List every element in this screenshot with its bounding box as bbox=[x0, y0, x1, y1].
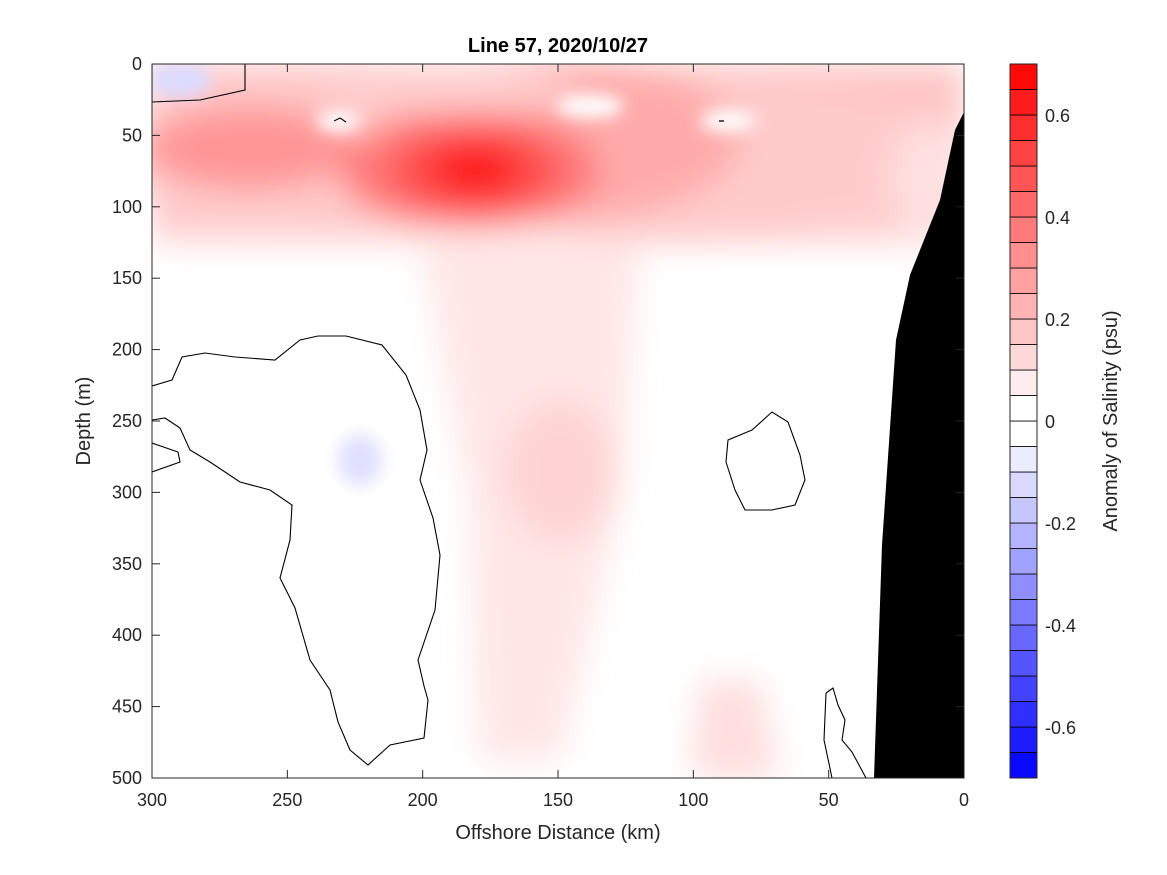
colorbar-tick-label: 0.4 bbox=[1045, 208, 1070, 228]
zero-contour bbox=[725, 411, 806, 511]
y-tick-label: 150 bbox=[112, 268, 142, 288]
colorbar-segment bbox=[1009, 726, 1038, 753]
local-minimum-patch bbox=[556, 94, 624, 118]
zero-contour bbox=[333, 117, 347, 123]
colorbar-ticks: 0.6 0.4 0.2 0 -0.2 -0.4 -0.6 bbox=[1045, 106, 1076, 738]
colorbar-segment bbox=[1009, 624, 1038, 651]
colorbar-segment bbox=[1009, 420, 1038, 447]
y-tick-label: 500 bbox=[112, 768, 142, 788]
colorbar-tick-label: -0.2 bbox=[1045, 514, 1076, 534]
colorbar-segment bbox=[1009, 446, 1038, 473]
x-tick-label: 150 bbox=[543, 790, 573, 810]
x-axis: 300 250 200 150 100 50 0 bbox=[137, 64, 969, 810]
x-axis-label: Offshore Distance (km) bbox=[455, 822, 660, 844]
colorbar-segment bbox=[1009, 752, 1038, 779]
anomaly-field bbox=[152, 64, 964, 778]
x-tick-label: 300 bbox=[137, 790, 167, 810]
colorbar-segment bbox=[1009, 548, 1038, 575]
colorbar-segment bbox=[1009, 293, 1038, 320]
y-axis-label: Depth (m) bbox=[73, 377, 95, 466]
colorbar-segment bbox=[1009, 63, 1038, 90]
colorbar-frame bbox=[1009, 63, 1038, 779]
colorbar-tick-label: 0.2 bbox=[1045, 310, 1070, 330]
colorbar-segment bbox=[1009, 242, 1038, 269]
local-minimum-patch bbox=[700, 110, 756, 132]
colorbar-segment bbox=[1009, 114, 1038, 141]
y-tick-label: 450 bbox=[112, 697, 142, 717]
colorbar-tick-label: -0.6 bbox=[1045, 718, 1076, 738]
y-tick-label: 100 bbox=[112, 197, 142, 217]
colorbar-segment bbox=[1009, 675, 1038, 702]
colorbar-segment bbox=[1009, 140, 1038, 167]
x-tick-label: 50 bbox=[819, 790, 839, 810]
colorbar-segment bbox=[1009, 165, 1038, 192]
zero-contour bbox=[152, 335, 441, 766]
y-tick-label: 300 bbox=[112, 482, 142, 502]
colorbar-segment bbox=[1009, 650, 1038, 677]
colorbar-tick-label: 0.6 bbox=[1045, 106, 1070, 126]
colorbar-segment bbox=[1009, 89, 1038, 116]
colorbar-tick-label: 0 bbox=[1045, 412, 1055, 432]
y-tick-label: 250 bbox=[112, 411, 142, 431]
colorbar-segment bbox=[1009, 344, 1038, 371]
colorbar-label: Anomaly of Salinity (psu) bbox=[1100, 310, 1122, 531]
colorbar-segment bbox=[1009, 599, 1038, 626]
x-tick-label: 100 bbox=[678, 790, 708, 810]
colorbar-segment bbox=[1009, 573, 1038, 600]
zero-contour bbox=[825, 687, 867, 778]
plot-area bbox=[152, 64, 964, 778]
colorbar-tick-label: -0.4 bbox=[1045, 616, 1076, 636]
fresh-anomaly-patch bbox=[338, 434, 382, 486]
y-tick-label: 350 bbox=[112, 554, 142, 574]
land-mask bbox=[874, 112, 964, 778]
y-tick-label: 200 bbox=[112, 340, 142, 360]
y-tick-label: 400 bbox=[112, 625, 142, 645]
zero-contour bbox=[823, 692, 833, 778]
colorbar-segment bbox=[1009, 701, 1038, 728]
x-tick-label: 250 bbox=[272, 790, 302, 810]
x-tick-label: 0 bbox=[959, 790, 969, 810]
colorbar-segment bbox=[1009, 497, 1038, 524]
colorbar-segment bbox=[1009, 191, 1038, 218]
zero-contour bbox=[152, 64, 246, 103]
y-tick-label: 0 bbox=[132, 54, 142, 74]
fresh-anomaly-patch bbox=[152, 64, 212, 98]
colorbar-segment bbox=[1009, 369, 1038, 396]
colorbar-segment bbox=[1009, 216, 1038, 243]
colorbar-segment bbox=[1009, 267, 1038, 294]
colorbar bbox=[1009, 63, 1038, 779]
chart-title: Line 57, 2020/10/27 bbox=[468, 35, 648, 57]
colorbar-segment bbox=[1009, 471, 1038, 498]
y-axis: 0 50 100 150 200 250 300 350 400 450 500 bbox=[112, 54, 964, 788]
local-minimum-patch bbox=[316, 111, 360, 131]
y-tick-label: 50 bbox=[122, 125, 142, 145]
colorbar-segment bbox=[1009, 318, 1038, 345]
x-tick-label: 200 bbox=[408, 790, 438, 810]
colorbar-segment bbox=[1009, 522, 1038, 549]
colorbar-segment bbox=[1009, 395, 1038, 422]
